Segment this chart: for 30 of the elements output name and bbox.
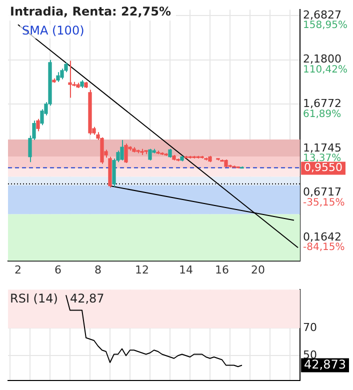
- y-tick-label: 1,1745: [303, 141, 342, 154]
- x-tick-label: 8: [94, 263, 102, 276]
- x-tick-label: 20: [251, 263, 265, 276]
- x-tick-label: 14: [179, 263, 193, 276]
- y-tick-label: 0,1642: [303, 230, 342, 244]
- candlestick: [144, 150, 148, 155]
- text: 42,873: [304, 357, 346, 372]
- chart-title: Intradia, Renta: 22,75%: [10, 4, 172, 19]
- x-tick-label: 6: [54, 263, 62, 276]
- x-tick-label: 16: [215, 263, 229, 276]
- candlestick: [216, 158, 220, 161]
- annotation: 42,87: [70, 292, 104, 306]
- x-tick-label: 2: [14, 263, 22, 276]
- ref-line-label: 0,9550: [304, 161, 342, 174]
- candlestick: [136, 149, 140, 154]
- y-tick-label: 0,6717: [303, 186, 342, 199]
- y-tick-label: 2,1800: [303, 52, 342, 66]
- x-tick-label: 12: [135, 263, 149, 276]
- annotation: SMA (100): [22, 24, 84, 38]
- y-tick-label: 1,6772: [303, 97, 342, 110]
- y2-tick-label: 110,42%: [303, 64, 348, 76]
- y2-tick-label: 61,89%: [303, 108, 342, 120]
- chart-title: RSI (14): [10, 292, 58, 306]
- y2-tick-label: 158,95%: [303, 20, 348, 32]
- y2-tick-label: -84,15%: [303, 242, 345, 254]
- y2-tick-label: -35,15%: [303, 197, 345, 208]
- candlestick: [204, 157, 208, 161]
- candlestick: [164, 152, 168, 156]
- y-tick-label: 2,6827: [303, 8, 342, 22]
- y-tick-label: 70: [303, 320, 317, 334]
